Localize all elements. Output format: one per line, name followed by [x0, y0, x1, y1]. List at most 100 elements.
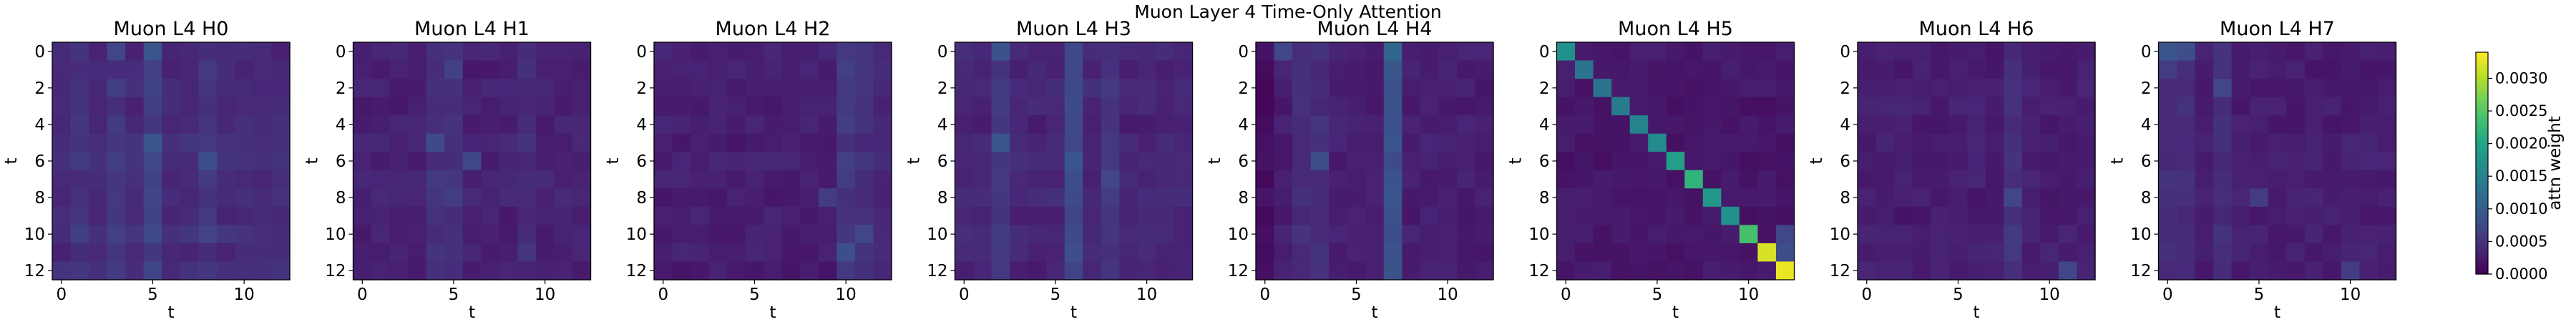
heatmap-cell — [1347, 97, 1366, 116]
heatmap-cell — [2177, 188, 2196, 208]
heatmap-cell — [2158, 133, 2177, 152]
heatmap-cell — [2058, 170, 2078, 189]
heatmap-cell — [1064, 152, 1083, 171]
heatmap-cell — [1739, 225, 1759, 244]
heatmap-cell — [2359, 97, 2379, 116]
heatmap-cell — [745, 115, 764, 135]
heatmap-cell — [2077, 188, 2096, 208]
heatmap-cell — [1329, 170, 1348, 189]
heatmap-cell — [781, 60, 801, 79]
heatmap-cell — [2377, 261, 2397, 280]
heatmap-cell — [973, 79, 992, 98]
heatmap-cell — [1383, 243, 1402, 263]
heatmap-cell — [2077, 133, 2096, 152]
y-axis-label: t — [1206, 157, 1224, 164]
heatmap-cell — [52, 188, 72, 208]
heatmap-cell — [1739, 79, 1759, 98]
colorbar-segment — [2476, 249, 2488, 253]
heatmap-cell — [1556, 225, 1576, 244]
heatmap-cell — [371, 79, 391, 98]
heatmap-cell — [89, 152, 108, 171]
heatmap-cell — [1858, 206, 1877, 225]
heatmap-cell — [2021, 152, 2041, 171]
heatmap-cell — [727, 170, 746, 189]
heatmap-cell — [854, 42, 874, 62]
y-tick-label: 10 — [2130, 225, 2151, 244]
heatmap-cell — [1948, 225, 1968, 244]
heatmap-cell — [1684, 115, 1704, 135]
heatmap-cell — [1329, 42, 1348, 62]
heatmap-cell — [818, 170, 837, 189]
heatmap-cell — [499, 225, 518, 244]
heatmap-cell — [2286, 97, 2306, 116]
heatmap-cell — [499, 115, 518, 135]
heatmap-cell — [1702, 152, 1722, 171]
heatmap-cell — [1292, 79, 1312, 98]
heatmap-cell — [1329, 133, 1348, 152]
heatmap-cell — [2268, 261, 2287, 280]
colorbar-segment — [2476, 99, 2488, 103]
heatmap-cell — [1684, 79, 1704, 98]
heatmap-cell — [2231, 115, 2250, 135]
heatmap-cell — [180, 42, 199, 62]
heatmap-cell — [1475, 97, 1494, 116]
heatmap-cell — [89, 225, 108, 244]
heatmap-cell — [1456, 170, 1476, 189]
heatmap-cell — [125, 170, 145, 189]
colorbar-segment — [2476, 57, 2488, 62]
x-tick-label: 5 — [1953, 286, 1963, 304]
heatmap-cell — [2250, 42, 2269, 62]
heatmap-cell — [1046, 79, 1065, 98]
y-tick-label: 6 — [1539, 152, 1550, 171]
heatmap-cell — [2323, 152, 2342, 171]
heatmap-cell — [1967, 225, 1986, 244]
heatmap-cell — [180, 170, 199, 189]
heatmap-cell — [2359, 42, 2379, 62]
heatmap-cell — [1137, 206, 1157, 225]
colorbar-segment — [2476, 130, 2488, 133]
heatmap-cell — [253, 170, 273, 189]
heatmap-cell — [836, 97, 856, 116]
heatmap-cell — [389, 152, 409, 171]
heatmap-cell — [1119, 79, 1138, 98]
heatmap-cell — [2213, 206, 2233, 225]
heatmap-cell — [1137, 97, 1157, 116]
heatmap-cell — [800, 206, 819, 225]
heatmap-cell — [70, 79, 89, 98]
colorbar-segment — [2476, 160, 2488, 164]
heatmap-cell — [2004, 115, 2023, 135]
heatmap-cell — [1985, 60, 2004, 79]
heatmap-cell — [854, 79, 874, 98]
heatmap-cell — [691, 170, 710, 189]
heatmap-cell — [1739, 261, 1759, 280]
heatmap-cell — [1456, 152, 1476, 171]
heatmap-cell — [1420, 79, 1439, 98]
heatmap-cell — [1666, 225, 1685, 244]
heatmap-cell — [2077, 97, 2096, 116]
heatmap-cell — [836, 170, 856, 189]
heatmap-cell — [2250, 133, 2269, 152]
heatmap-cell — [1775, 243, 1795, 263]
heatmap-cell — [1010, 60, 1029, 79]
heatmap-cell — [818, 243, 837, 263]
heatmap-cell — [1274, 133, 1293, 152]
heatmap-cell — [1310, 97, 1330, 116]
heatmap-cell — [535, 133, 555, 152]
heatmap-cell — [763, 225, 783, 244]
heatmap-cell — [1101, 133, 1120, 152]
heatmap-cell — [745, 133, 764, 152]
heatmap-cell — [517, 152, 537, 171]
heatmap-cell — [1156, 79, 1175, 98]
y-tick-label: 4 — [636, 116, 647, 135]
heatmap-cell — [1402, 133, 1421, 152]
heatmap-cell — [1757, 133, 1777, 152]
heatmap-cell — [1101, 261, 1120, 280]
heatmap-cell — [1119, 97, 1138, 116]
heatmap-cell — [1101, 188, 1120, 208]
panel-title: Muon L4 H1 — [414, 18, 530, 40]
heatmap-cell — [1666, 60, 1685, 79]
heatmap-cell — [535, 115, 555, 135]
heatmap-cell — [1156, 188, 1175, 208]
heatmap-cell — [1010, 206, 1029, 225]
